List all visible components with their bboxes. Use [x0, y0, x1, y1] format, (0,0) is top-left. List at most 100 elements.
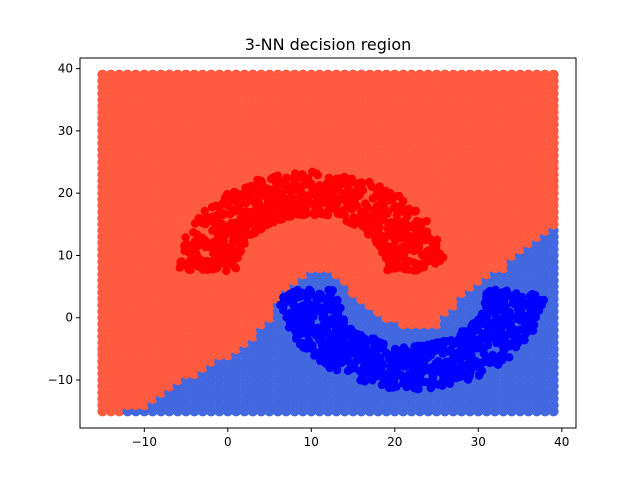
point-red: [381, 186, 390, 196]
region-cell-class-0: [289, 69, 300, 80]
region-cell-class-0: [498, 69, 509, 80]
region-cell-class-0: [523, 69, 534, 80]
region-cell-class-0: [431, 69, 442, 80]
region-cell-class-0: [539, 69, 551, 80]
point-blue: [509, 291, 518, 301]
point-blue: [499, 312, 508, 321]
point-blue: [438, 349, 447, 358]
region-cell-class-0: [297, 69, 309, 80]
point-red: [181, 261, 190, 270]
point-red: [288, 182, 297, 192]
point-blue: [282, 313, 291, 322]
point-red: [224, 247, 233, 256]
point-blue: [499, 353, 508, 363]
point-red: [425, 234, 434, 243]
point-red: [396, 230, 405, 239]
point-red: [410, 207, 419, 216]
point-blue: [492, 303, 501, 312]
point-red: [233, 248, 243, 257]
point-red: [344, 203, 353, 212]
point-blue: [326, 315, 336, 325]
point-red: [292, 194, 301, 204]
point-red: [432, 235, 442, 245]
point-blue: [370, 357, 379, 366]
point-red: [310, 210, 319, 220]
point-red: [435, 256, 444, 266]
point-red: [297, 207, 306, 216]
point-blue: [513, 298, 522, 307]
point-red: [424, 254, 434, 263]
region-cell-class-0: [180, 69, 192, 80]
point-red: [302, 200, 312, 209]
point-blue: [408, 376, 418, 386]
region-cell-class-0: [339, 69, 350, 80]
region-cell-class-0: [406, 69, 417, 80]
region-cell-class-0: [506, 69, 517, 80]
point-blue: [399, 343, 409, 352]
point-red: [405, 240, 415, 249]
point-red: [192, 238, 201, 247]
region-cell-class-0: [464, 69, 476, 80]
point-blue: [339, 324, 349, 333]
point-red: [349, 178, 359, 187]
point-red: [361, 199, 370, 208]
point-blue: [361, 337, 371, 347]
point-blue: [457, 327, 467, 336]
point-blue: [386, 381, 395, 390]
region-cell-class-0: [155, 69, 167, 80]
point-blue: [479, 349, 488, 358]
point-blue: [507, 312, 516, 321]
point-red: [286, 212, 295, 221]
point-red: [230, 207, 240, 216]
region-cell-class-0: [130, 69, 142, 80]
point-red: [295, 182, 304, 192]
point-blue: [410, 342, 419, 351]
point-blue: [325, 347, 334, 356]
point-red: [347, 195, 356, 205]
point-red: [400, 207, 410, 216]
point-blue: [324, 353, 333, 363]
point-blue: [474, 318, 484, 327]
point-blue: [427, 381, 437, 390]
x-tick-label: 30: [471, 435, 486, 449]
point-red: [267, 213, 276, 222]
point-red: [357, 178, 366, 187]
point-red: [422, 216, 431, 226]
point-red: [417, 250, 427, 260]
region-cell-class-0: [481, 69, 492, 80]
region-cell-class-0: [114, 69, 125, 80]
point-red: [212, 223, 221, 233]
point-red: [363, 212, 372, 221]
point-red: [313, 185, 322, 194]
point-blue: [318, 347, 328, 356]
training-points: [175, 167, 548, 394]
point-red: [209, 243, 219, 253]
point-red: [262, 184, 271, 193]
point-red: [181, 233, 190, 242]
point-red: [250, 228, 260, 238]
point-red: [374, 211, 383, 220]
point-blue: [386, 372, 395, 381]
region-cell-class-0: [222, 69, 233, 80]
point-blue: [461, 337, 470, 347]
region-cell-class-0: [356, 69, 367, 80]
point-red: [397, 252, 406, 261]
point-red: [409, 258, 418, 267]
point-red: [340, 210, 349, 220]
point-red: [262, 219, 271, 229]
region-cell-class-0: [489, 69, 501, 80]
point-blue: [332, 296, 341, 305]
region-cell-class-0: [331, 69, 342, 80]
point-blue: [433, 357, 443, 366]
point-blue: [482, 312, 492, 321]
point-red: [376, 204, 385, 214]
region-cell-class-0: [214, 69, 225, 80]
point-blue: [351, 341, 360, 350]
point-blue: [507, 323, 516, 332]
point-blue: [335, 318, 344, 327]
point-red: [269, 172, 279, 182]
point-blue: [348, 349, 358, 358]
point-red: [317, 208, 326, 217]
point-blue: [528, 326, 538, 335]
point-blue: [332, 331, 341, 340]
